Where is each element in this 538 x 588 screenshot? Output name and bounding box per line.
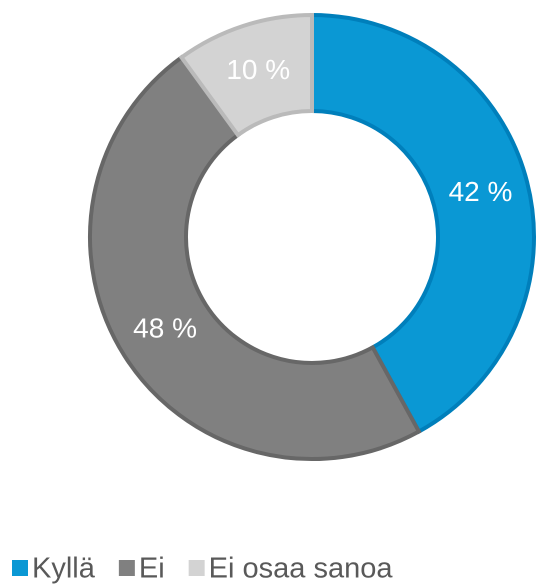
donut-segment: [88, 54, 422, 461]
legend-label: Ei osaa sanoa: [209, 553, 394, 585]
data-label: 48 %: [133, 313, 197, 344]
legend: Kyllä Ei Ei osaa sanoa: [12, 553, 393, 585]
donut-segment: [310, 12, 536, 435]
data-label: 42 %: [449, 176, 513, 207]
legend-label: Kyllä: [32, 553, 96, 585]
legend-label: Ei: [139, 553, 165, 585]
legend-swatch: [12, 560, 28, 576]
legend-swatch: [188, 560, 205, 576]
legend-swatch: [118, 560, 135, 576]
data-label: 10 %: [226, 54, 290, 85]
donut-segment: [178, 12, 314, 138]
